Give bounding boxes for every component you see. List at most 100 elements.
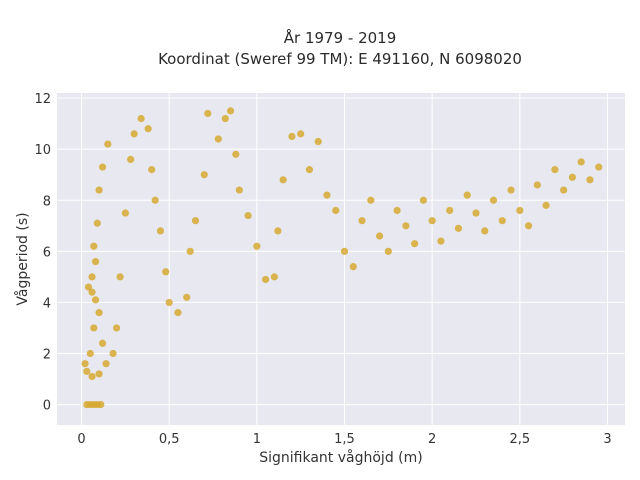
data-point [288,132,296,141]
y-tick-label: 4 [43,296,51,311]
chart-title: År 1979 - 2019 [283,29,397,47]
data-point [551,166,559,174]
data-point [262,275,270,284]
x-tick-label: 1,5 [334,432,355,447]
data-point [95,186,103,194]
data-point [463,191,471,199]
chart-subtitle: Koordinat (Sweref 99 TM): E 491160, N 60… [158,50,522,68]
x-tick-label: 2,5 [509,432,530,447]
data-point [130,130,138,138]
data-point [113,324,121,332]
data-point [235,186,243,194]
data-point [95,309,103,317]
data-point [162,268,170,276]
y-axis-ticks: 0 2 4 6 8 10 12 [34,92,51,413]
data-point [221,114,229,123]
data-point [595,163,603,171]
data-point [577,158,585,166]
data-point [375,232,384,240]
data-point [226,107,235,115]
data-point [97,400,105,409]
data-point [191,217,200,225]
data-point [586,176,594,184]
x-tick-label: 1 [253,432,261,447]
data-point [137,114,145,123]
data-point [274,227,282,235]
y-tick-label: 8 [43,194,51,209]
data-point [121,209,129,217]
data-point [127,155,135,163]
data-point [560,186,568,194]
data-point [542,201,550,209]
data-point [568,173,577,181]
chart-title-block: År 1979 - 2019 Koordinat (Sweref 99 TM):… [0,28,640,70]
data-point [428,217,436,225]
data-point [507,186,515,194]
data-point [437,237,445,245]
x-tick-label: 2 [428,432,436,447]
data-point [384,247,392,255]
data-point [489,196,498,204]
data-point [95,370,103,378]
x-axis-ticks: 0 0,5 1 1,5 2 2,5 3 [77,432,611,447]
data-point [116,273,124,281]
data-point [204,109,212,118]
y-tick-label: 0 [43,399,51,414]
data-point [446,206,454,215]
data-point [253,242,261,250]
data-point [98,339,107,347]
data-point [340,247,349,255]
data-point [270,273,278,281]
data-point [83,367,91,375]
y-tick-label: 12 [34,92,51,107]
x-tick-label: 0,5 [159,432,180,447]
data-point [244,211,252,220]
data-point [183,293,191,301]
data-point [402,222,410,230]
data-point [174,309,182,317]
data-point [186,247,194,255]
data-points [81,107,603,409]
y-tick-label: 10 [34,143,51,158]
data-point [472,209,480,217]
data-point [332,206,340,215]
data-point [349,263,357,271]
data-point [314,137,322,146]
data-point [367,196,375,204]
data-point [358,217,366,225]
data-point [419,196,427,204]
data-point [104,140,112,148]
data-point [88,288,96,296]
data-point [393,206,401,215]
data-point [323,191,331,199]
data-point [214,135,222,143]
y-tick-label: 6 [43,245,51,260]
data-point [533,181,541,189]
data-point [481,227,489,235]
data-point [498,217,506,225]
data-point [86,349,94,358]
data-point [148,166,156,174]
data-point [98,163,107,171]
data-point [93,219,101,227]
x-tick-label: 0 [77,432,85,447]
data-point [88,372,96,381]
data-point [90,242,98,250]
data-point [91,257,100,266]
data-point [88,273,96,281]
data-point [305,166,314,174]
data-point [232,150,240,158]
data-point [454,224,463,232]
data-point [90,324,98,332]
data-point [156,227,165,235]
data-point [297,130,305,138]
data-point [411,240,419,248]
data-point [91,296,100,304]
x-tick-label: 3 [603,432,611,447]
data-point [279,176,287,184]
y-axis-title: Vågperiod (s) [14,212,31,305]
data-point [81,360,89,368]
data-point [102,360,110,368]
data-point [109,349,117,358]
